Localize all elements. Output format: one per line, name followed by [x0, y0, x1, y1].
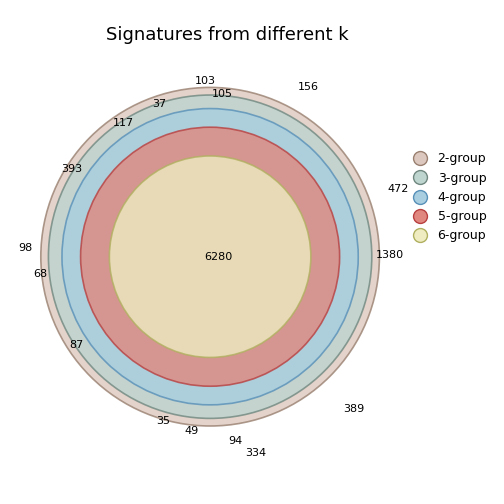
Circle shape — [109, 156, 311, 357]
Text: 103: 103 — [195, 76, 216, 86]
Text: 68: 68 — [34, 269, 48, 279]
Text: 156: 156 — [298, 83, 319, 93]
Legend: 2-group, 3-group, 4-group, 5-group, 6-group: 2-group, 3-group, 4-group, 5-group, 6-gr… — [403, 148, 491, 247]
Text: 472: 472 — [388, 184, 409, 194]
Circle shape — [48, 95, 372, 418]
Text: 1380: 1380 — [376, 250, 404, 260]
Text: 334: 334 — [245, 448, 267, 458]
Text: 6280: 6280 — [205, 251, 233, 262]
Circle shape — [62, 108, 358, 405]
Text: 49: 49 — [184, 426, 199, 436]
Circle shape — [81, 127, 340, 386]
Title: Signatures from different k: Signatures from different k — [106, 26, 348, 44]
Circle shape — [41, 87, 380, 426]
Text: 105: 105 — [212, 89, 232, 99]
Text: 94: 94 — [228, 436, 242, 446]
Text: 37: 37 — [152, 99, 166, 109]
Text: 389: 389 — [343, 404, 364, 414]
Text: 117: 117 — [113, 118, 135, 128]
Text: 35: 35 — [156, 416, 170, 426]
Text: 98: 98 — [19, 243, 33, 253]
Text: 393: 393 — [60, 164, 82, 174]
Text: 87: 87 — [69, 340, 84, 350]
